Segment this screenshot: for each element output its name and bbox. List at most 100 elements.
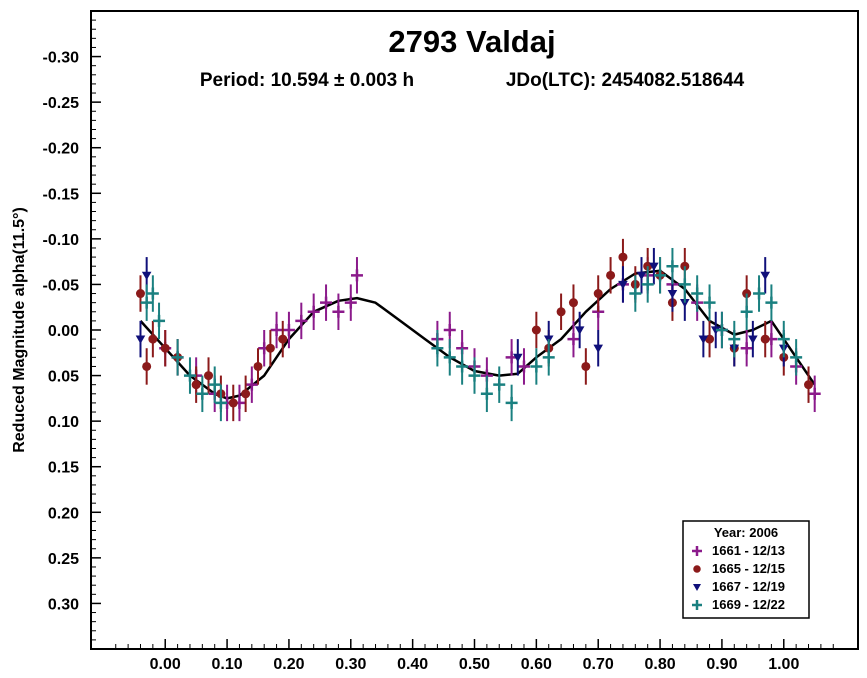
data-point (153, 314, 166, 327)
data-point (636, 271, 647, 281)
data-point (265, 343, 275, 353)
data-point (160, 343, 170, 353)
legend-marker (692, 546, 702, 556)
data-point (142, 361, 152, 371)
data-point (654, 269, 667, 282)
data-point (753, 287, 766, 300)
data-point (141, 271, 152, 281)
data-point (760, 334, 770, 344)
data-point (740, 342, 753, 355)
data-points-layer (135, 238, 821, 422)
data-point (649, 262, 659, 271)
data-point (574, 326, 585, 335)
legend-marker (693, 565, 701, 573)
data-point (715, 324, 728, 336)
legend-label: 1661 - 12/13 (712, 543, 785, 558)
data-point (241, 389, 251, 399)
legend-label: 1667 - 12/19 (712, 579, 785, 594)
y-axis-label: Reduced Magnitude alpha(11.5°) (11, 207, 28, 453)
data-point (567, 333, 580, 346)
data-point (214, 396, 227, 409)
legend-label: 1665 - 12/15 (712, 561, 785, 576)
x-tick-label: 0.00 (150, 656, 181, 673)
data-point (183, 369, 196, 382)
data-point (468, 369, 481, 382)
data-point (253, 361, 263, 371)
data-point (556, 307, 566, 317)
data-point (517, 360, 530, 373)
data-point (320, 296, 333, 309)
data-point (804, 380, 814, 390)
x-tick-label: 0.90 (706, 656, 737, 673)
y-tick-label: 0.30 (48, 596, 79, 613)
data-point (710, 326, 721, 335)
y-tick-label: 0.20 (48, 505, 79, 522)
data-point (332, 305, 345, 318)
x-tick-label: 0.10 (212, 656, 243, 673)
y-tick-label: 0.10 (48, 414, 79, 431)
data-point (691, 287, 704, 300)
legend-title: Year: 2006 (714, 525, 778, 540)
chart-title: 2793 Valdaj (388, 24, 555, 59)
y-tick-label: -0.25 (43, 95, 80, 112)
data-point (618, 252, 628, 262)
series-4 (140, 247, 803, 422)
data-point (295, 314, 308, 327)
data-point (765, 296, 778, 309)
data-point (593, 344, 604, 354)
y-tick-label: -0.30 (43, 50, 80, 67)
data-point (606, 270, 616, 280)
data-point (728, 333, 741, 346)
x-axis: 0.00 0.10 0.20 0.30 0.40 0.50 0.60 0.70 0.80 0.90… (115, 639, 834, 673)
data-point (703, 296, 716, 309)
data-point (344, 296, 357, 309)
data-point (618, 280, 628, 290)
data-point (777, 333, 790, 346)
data-point (282, 324, 295, 336)
data-point (270, 324, 283, 336)
legend-label: 1669 - 12/22 (712, 597, 785, 612)
data-point (204, 371, 214, 381)
chart-subtitle-period: Period: 10.594 ± 0.003 h (200, 70, 414, 91)
y-tick-label: -0.20 (43, 141, 80, 158)
y-tick-label: 0.25 (48, 551, 79, 568)
y-axis: -0.30 -0.25 -0.20 -0.15 -0.10 -0.05 0.00 0.05 0.… (43, 19, 101, 641)
data-point (350, 269, 363, 282)
data-point (680, 299, 690, 308)
data-point (307, 305, 320, 318)
y-tick-label: -0.05 (43, 277, 80, 294)
data-point (456, 360, 469, 373)
data-point (171, 351, 184, 364)
data-point (641, 278, 654, 291)
x-tick-label: 0.50 (459, 656, 490, 673)
y-tick-label: -0.15 (43, 186, 80, 203)
x-tick-label: 0.30 (335, 656, 366, 673)
data-point (760, 271, 771, 281)
y-tick-label: 0.00 (48, 323, 79, 340)
data-point (443, 324, 456, 336)
data-point (678, 278, 691, 291)
data-point (698, 335, 709, 344)
data-point (748, 335, 758, 344)
data-point (443, 351, 456, 364)
data-point (790, 351, 803, 364)
data-point (146, 287, 159, 300)
legend-box (682, 520, 810, 619)
data-point (493, 378, 506, 391)
legend-marker (692, 600, 702, 610)
y-tick-label: -0.10 (43, 232, 80, 249)
x-tick-label: 0.40 (397, 656, 428, 673)
data-point (666, 260, 679, 273)
data-point (135, 335, 146, 344)
data-point (568, 298, 578, 308)
data-point (245, 378, 258, 391)
y-tick-label: 0.15 (48, 460, 79, 477)
data-point (542, 351, 555, 364)
fit-curve-layer (139, 269, 816, 400)
data-point (581, 361, 591, 371)
data-point (208, 378, 221, 391)
x-tick-label: 0.70 (583, 656, 614, 673)
data-point (480, 387, 493, 400)
chart-subtitle-epoch: JDo(LTC): 2454082.518644 (506, 70, 745, 91)
